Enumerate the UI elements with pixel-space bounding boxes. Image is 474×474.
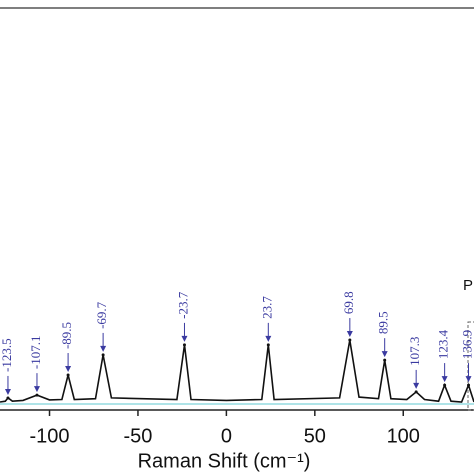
- x-tick-label: 50: [304, 425, 326, 447]
- peak-label: 69.8: [341, 291, 356, 314]
- peak-marker: [443, 383, 447, 387]
- spectrum-line: [0, 339, 474, 403]
- peak-arrowhead: [100, 345, 107, 352]
- x-tick-label: 0: [221, 425, 232, 447]
- peak-marker: [266, 343, 270, 347]
- peak-label: 23.7: [259, 296, 274, 319]
- peak-label: 107.3: [407, 337, 422, 366]
- peak-arrowhead: [265, 335, 272, 342]
- x-tick-label: -50: [124, 425, 153, 447]
- peak-arrowhead: [4, 388, 11, 395]
- peak-marker: [6, 396, 10, 400]
- peak-marker: [66, 373, 70, 377]
- peak-marker: [467, 383, 471, 387]
- peak-marker: [182, 343, 186, 347]
- peak-label: -89.5: [59, 322, 74, 349]
- peak-arrowhead: [381, 351, 388, 358]
- peak-marker: [101, 353, 105, 357]
- peak-label: 123.4: [436, 329, 451, 359]
- peak-marker: [35, 393, 39, 397]
- peak-label: -23.7: [175, 291, 190, 319]
- peak-arrowhead: [181, 335, 188, 342]
- peak-arrowhead: [346, 331, 353, 338]
- x-tick-label: -100: [30, 425, 70, 447]
- peak-arrowhead: [413, 382, 420, 389]
- peak-arrowhead: [65, 366, 72, 373]
- peak-label: -107.1: [28, 336, 43, 370]
- peak-marker: [348, 338, 352, 342]
- peak-label: -123.5: [0, 338, 14, 372]
- peak-label: 89.5: [376, 311, 391, 334]
- x-axis-label: Raman Shift (cm⁻¹): [138, 450, 311, 472]
- peak-label: -69.7: [94, 301, 109, 329]
- peak-arrowhead: [441, 376, 448, 383]
- inset-box: [467, 321, 474, 411]
- peak-marker: [383, 358, 387, 362]
- peak-marker: [414, 390, 418, 394]
- annotation: P: [463, 277, 473, 294]
- peak-arrowhead: [33, 386, 40, 393]
- peak-arrowhead: [465, 376, 472, 383]
- peak-label: 136.9: [460, 330, 474, 359]
- x-tick-label: 100: [387, 425, 420, 447]
